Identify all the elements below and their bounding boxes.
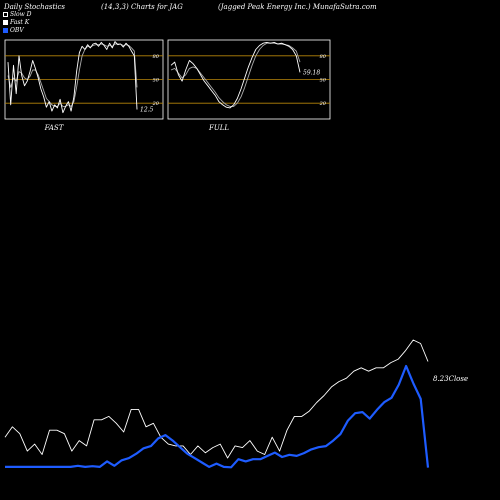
panel-title-fast: FAST xyxy=(44,124,65,132)
price-last-label: 8.23Close xyxy=(433,375,468,383)
level-label-full-80: 80 xyxy=(320,54,327,60)
fast-k-line-fast xyxy=(7,41,138,114)
legend-label-fast-k: Fast K xyxy=(10,19,30,26)
last-value-label-fast: 12.5 xyxy=(140,107,154,114)
level-label-fast-80: 80 xyxy=(153,54,160,60)
legend-item-obv: OBV xyxy=(3,27,24,34)
legend-label-obv: OBV xyxy=(10,27,24,34)
level-label-full-20: 20 xyxy=(319,101,327,107)
level-label-full-50: 50 xyxy=(320,78,327,84)
obv-line xyxy=(5,364,430,469)
legend-swatch-obv xyxy=(3,28,8,33)
level-label-fast-50: 50 xyxy=(153,78,160,84)
price-line xyxy=(4,339,429,459)
legend-swatch-slow-d xyxy=(3,12,8,17)
slow-d-line-full xyxy=(170,42,301,107)
chart-source: (Jagged Peak Energy Inc.) MunafaSutra.co… xyxy=(218,3,377,11)
legend-item-fast-k: Fast K xyxy=(3,19,29,26)
chart-params: (14,3,3) Charts for JAG xyxy=(101,3,183,11)
panel-title-full: FULL xyxy=(208,124,229,132)
chart-title: Daily Stochastics xyxy=(4,3,66,11)
legend-label-slow-d: Slow D xyxy=(10,11,32,18)
last-value-label-full: 59.18 xyxy=(303,69,320,76)
level-label-fast-20: 20 xyxy=(152,101,160,107)
legend-item-slow-d: Slow D xyxy=(3,11,32,18)
legend-swatch-fast-k xyxy=(3,20,8,25)
slow-d-line-fast xyxy=(7,43,138,107)
fast-k-line-full xyxy=(170,41,301,109)
